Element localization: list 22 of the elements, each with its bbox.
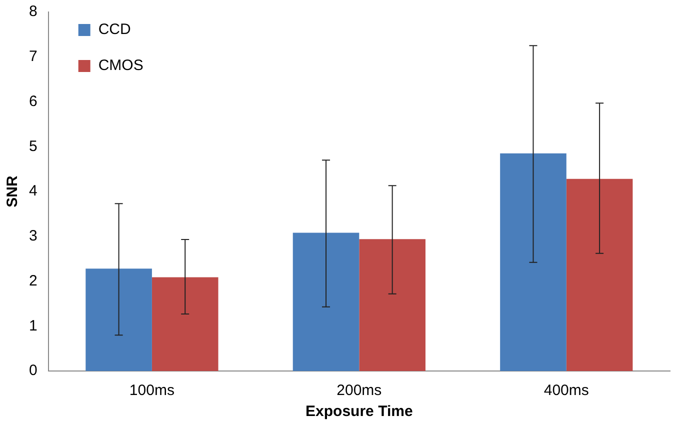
bar [500,153,566,371]
bar [292,232,360,371]
x-tick-label: 100ms [129,382,174,400]
y-axis-title: SNR [4,176,22,208]
y-tick-label: 2 [29,272,38,290]
bar [86,268,152,371]
y-tick-label: 7 [29,48,38,66]
y-tick-label: 6 [29,92,38,110]
x-tick-label: 400ms [544,382,589,400]
x-tick-label: 200ms [336,382,382,400]
bar [566,178,633,371]
y-tick-label: 4 [29,182,38,200]
bar [359,239,426,371]
y-tick-label: 0 [29,362,38,380]
legend-label: CMOS [98,57,144,74]
x-axis-title: Exposure Time [306,403,413,420]
y-tick-label: 5 [29,138,38,155]
y-tick-label: 1 [29,317,38,334]
y-tick-label: 3 [29,228,38,245]
y-tick-label: 8 [29,3,38,20]
bar [152,277,218,371]
legend-label: CCD [98,21,132,38]
